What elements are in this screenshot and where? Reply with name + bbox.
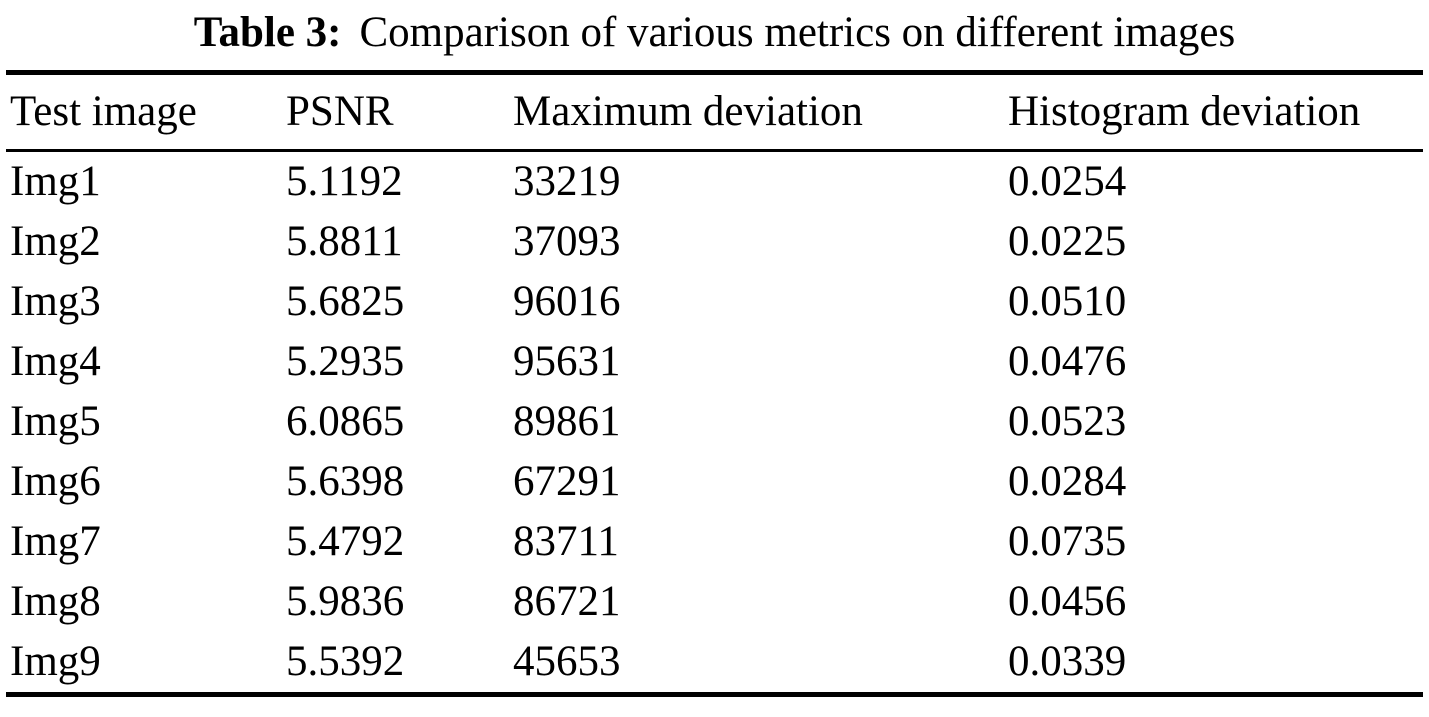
cell-psnr: 5.1192 [286,158,403,206]
table-row: Img1 5.1192 33219 0.0254 [6,150,1423,212]
table-row: Img4 5.2935 95631 0.0476 [6,332,1423,392]
cell-psnr: 5.6398 [286,458,405,506]
cell-max-deviation: 96016 [513,278,621,326]
table-row: Img9 5.5392 45653 0.0339 [6,632,1423,695]
column-header-psnr: PSNR [286,72,513,152]
table-caption-text: Comparison of various metrics on differe… [359,9,1236,56]
cell-test-image: Img4 [10,338,101,386]
column-header-test-image: Test image [6,72,286,152]
header-row: Test image PSNR Maximum deviation Histog… [6,72,1423,152]
cell-psnr: 5.4792 [286,518,405,566]
cell-psnr: 5.2935 [286,338,405,386]
cell-histogram-deviation: 0.0510 [1008,278,1127,326]
table-row: Img6 5.6398 67291 0.0284 [6,452,1423,512]
table-row: Img8 5.9836 86721 0.0456 [6,572,1423,632]
cell-test-image: Img1 [10,158,101,206]
cell-histogram-deviation: 0.0456 [1008,578,1127,626]
cell-histogram-deviation: 0.0523 [1008,398,1127,446]
cell-histogram-deviation: 0.0254 [1008,158,1127,206]
cell-test-image: Img6 [10,458,101,506]
table-row: Img2 5.8811 37093 0.0225 [6,212,1423,272]
cell-psnr: 5.5392 [286,638,405,686]
cell-max-deviation: 95631 [513,338,621,386]
cell-test-image: Img3 [10,278,101,326]
table-caption: Table 3: Comparison of various metrics on… [6,4,1423,70]
cell-histogram-deviation: 0.0225 [1008,218,1127,266]
column-header-histogram-deviation: Histogram deviation [1008,72,1423,152]
cell-psnr: 5.8811 [286,218,403,266]
cell-test-image: Img9 [10,638,101,686]
cell-psnr: 5.6825 [286,278,405,326]
cell-max-deviation: 45653 [513,638,621,686]
cell-histogram-deviation: 0.0735 [1008,518,1127,566]
cell-test-image: Img7 [10,518,101,566]
cell-histogram-deviation: 0.0284 [1008,458,1127,506]
column-header-maximum-deviation: Maximum deviation [513,72,1008,152]
table-row: Img7 5.4792 83711 0.0735 [6,512,1423,572]
cell-test-image: Img8 [10,578,101,626]
cell-psnr: 6.0865 [286,398,405,446]
table-row: Img3 5.6825 96016 0.0510 [6,272,1423,332]
cell-max-deviation: 89861 [513,398,621,446]
cell-test-image: Img5 [10,398,101,446]
metrics-table: Test image PSNR Maximum deviation Histog… [6,69,1423,697]
table-caption-label: Table 3: [193,9,342,56]
cell-max-deviation: 83711 [513,518,619,566]
cell-test-image: Img2 [10,218,101,266]
cell-max-deviation: 86721 [513,578,621,626]
cell-max-deviation: 37093 [513,218,621,266]
cell-histogram-deviation: 0.0476 [1008,338,1127,386]
cell-psnr: 5.9836 [286,578,405,626]
cell-max-deviation: 33219 [513,158,621,206]
cell-max-deviation: 67291 [513,458,621,506]
table-row: Img5 6.0865 89861 0.0523 [6,392,1423,452]
cell-histogram-deviation: 0.0339 [1008,638,1127,686]
